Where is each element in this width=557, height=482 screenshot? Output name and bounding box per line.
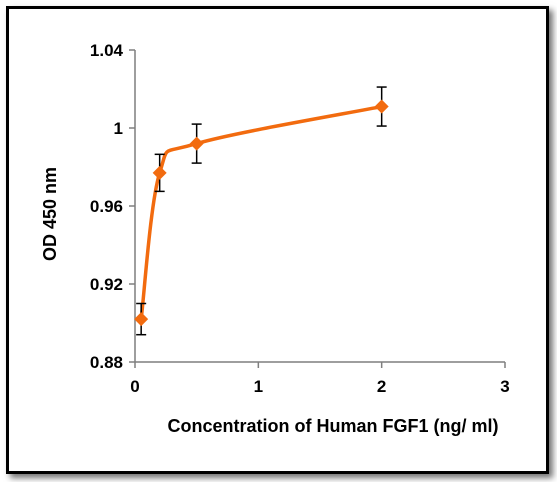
data-point-marker: [152, 165, 167, 180]
y-tick-label: 0.92: [90, 275, 123, 294]
x-tick-label: 1: [254, 377, 263, 396]
series-layer: [134, 86, 389, 336]
y-tick-label: 0.96: [90, 197, 123, 216]
chart-frame: [6, 6, 549, 474]
series-line: [139, 104, 384, 321]
y-tick-label: 0.88: [90, 353, 123, 372]
y-ticks: 0.88 0.92 0.96 1 1.04: [90, 41, 135, 372]
data-point-marker: [189, 136, 204, 151]
x-ticks: 0 1 2 3: [130, 362, 510, 396]
x-axis-title: Concentration of Human FGF1 (ng/ ml): [168, 416, 499, 436]
x-tick-label: 2: [377, 377, 386, 396]
y-tick-label: 1: [114, 119, 123, 138]
data-point-marker: [134, 312, 149, 327]
x-tick-label: 3: [500, 377, 509, 396]
x-tick-label: 0: [130, 377, 139, 396]
y-tick-label: 1.04: [90, 41, 124, 60]
data-point-marker: [374, 99, 389, 114]
axes: [134, 50, 505, 363]
y-axis-title: OD 450 nm: [40, 167, 60, 261]
